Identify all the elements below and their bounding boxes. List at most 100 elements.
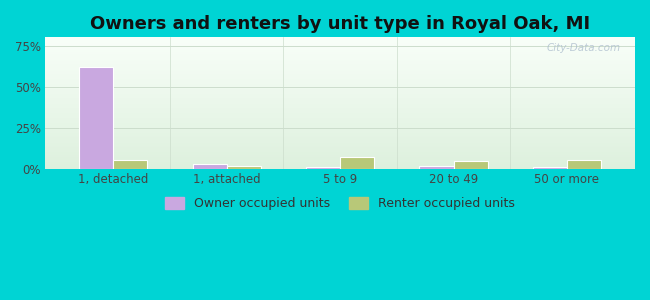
Bar xyxy=(45,111,635,112)
Bar xyxy=(45,75,635,76)
Bar xyxy=(45,151,635,152)
Bar xyxy=(45,104,635,105)
Bar xyxy=(567,160,601,169)
Bar xyxy=(45,53,635,54)
Bar xyxy=(533,167,567,169)
Bar xyxy=(45,106,635,107)
Bar xyxy=(45,126,635,127)
Bar xyxy=(45,125,635,126)
Bar xyxy=(192,164,227,169)
Bar xyxy=(45,77,635,78)
Bar xyxy=(45,160,635,161)
Title: Owners and renters by unit type in Royal Oak, MI: Owners and renters by unit type in Royal… xyxy=(90,15,590,33)
Bar xyxy=(45,147,635,148)
Bar xyxy=(45,93,635,94)
Bar xyxy=(45,119,635,120)
Bar xyxy=(45,51,635,52)
Bar xyxy=(45,56,635,57)
Bar xyxy=(45,39,635,40)
Bar xyxy=(45,62,635,63)
Bar xyxy=(45,129,635,130)
Bar xyxy=(45,163,635,164)
Bar xyxy=(45,141,635,142)
Bar xyxy=(45,91,635,92)
Bar xyxy=(45,59,635,60)
Bar xyxy=(45,114,635,115)
Bar xyxy=(45,155,635,156)
Bar xyxy=(45,137,635,138)
Bar xyxy=(45,150,635,151)
Bar xyxy=(45,153,635,154)
Bar xyxy=(45,130,635,131)
Bar xyxy=(45,40,635,41)
Bar xyxy=(45,145,635,146)
Bar xyxy=(45,131,635,132)
Bar xyxy=(45,97,635,98)
Bar xyxy=(45,66,635,67)
Legend: Owner occupied units, Renter occupied units: Owner occupied units, Renter occupied un… xyxy=(161,192,520,215)
Bar xyxy=(45,42,635,43)
Bar xyxy=(45,87,635,88)
Bar xyxy=(79,67,113,169)
Bar xyxy=(45,41,635,42)
Bar xyxy=(45,135,635,136)
Bar xyxy=(45,99,635,100)
Bar xyxy=(45,120,635,121)
Bar xyxy=(45,158,635,159)
Bar xyxy=(45,98,635,99)
Bar xyxy=(45,164,635,165)
Bar xyxy=(45,136,635,137)
Bar xyxy=(45,152,635,153)
Bar xyxy=(45,140,635,141)
Bar xyxy=(45,143,635,144)
Bar xyxy=(45,48,635,49)
Bar xyxy=(45,65,635,66)
Bar xyxy=(45,102,635,103)
Bar xyxy=(45,40,635,41)
Bar xyxy=(454,161,488,169)
Bar xyxy=(45,115,635,116)
Bar xyxy=(45,122,635,123)
Bar xyxy=(227,166,261,169)
Bar xyxy=(45,58,635,59)
Bar xyxy=(45,142,635,143)
Bar xyxy=(45,165,635,166)
Bar xyxy=(45,162,635,163)
Bar xyxy=(45,79,635,80)
Bar xyxy=(45,149,635,150)
Bar xyxy=(45,117,635,118)
Bar xyxy=(45,123,635,124)
Bar xyxy=(45,85,635,86)
Bar xyxy=(45,157,635,158)
Bar xyxy=(45,44,635,45)
Bar xyxy=(45,74,635,75)
Bar xyxy=(45,89,635,90)
Bar xyxy=(45,159,635,160)
Bar xyxy=(45,50,635,51)
Bar xyxy=(45,38,635,39)
Bar xyxy=(45,95,635,96)
Bar xyxy=(45,57,635,58)
Bar xyxy=(45,112,635,113)
Bar xyxy=(45,43,635,44)
Bar xyxy=(45,67,635,68)
Bar xyxy=(45,167,635,168)
Bar xyxy=(45,139,635,140)
Bar xyxy=(45,156,635,157)
Text: City-Data.com: City-Data.com xyxy=(546,43,620,52)
Bar xyxy=(45,54,635,55)
Bar xyxy=(340,157,374,169)
Bar xyxy=(45,68,635,69)
Bar xyxy=(45,168,635,169)
Bar xyxy=(45,101,635,102)
Bar xyxy=(45,154,635,155)
Bar xyxy=(45,100,635,101)
Bar xyxy=(45,37,635,38)
Bar xyxy=(45,86,635,87)
Bar xyxy=(45,49,635,50)
Bar xyxy=(45,76,635,77)
Bar xyxy=(45,63,635,64)
Bar xyxy=(45,52,635,53)
Bar xyxy=(45,64,635,65)
Bar xyxy=(45,144,635,145)
